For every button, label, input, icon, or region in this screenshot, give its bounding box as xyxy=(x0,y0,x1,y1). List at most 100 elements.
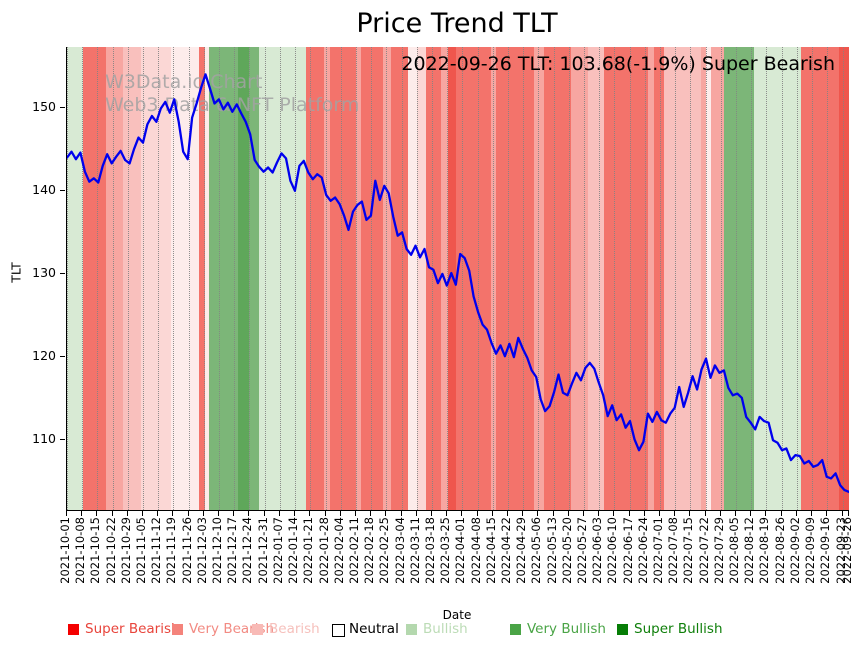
sentiment-band-bearish xyxy=(570,47,588,510)
x-tick-label: 2022-05-06 xyxy=(529,517,544,584)
gridline xyxy=(264,47,266,510)
legend-swatch xyxy=(406,624,417,635)
x-tick-label: 2021-10-29 xyxy=(118,517,133,584)
gridline xyxy=(842,47,844,510)
x-tick-mark xyxy=(278,511,280,516)
sentiment-band-very_bullish xyxy=(249,47,260,510)
x-tick-label: 2021-12-24 xyxy=(240,517,255,584)
price-line xyxy=(67,73,849,494)
x-tick-mark xyxy=(111,511,113,516)
y-tick-label: 130 xyxy=(32,265,56,281)
x-tick-mark xyxy=(400,511,402,516)
x-tick-label: 2021-12-31 xyxy=(255,517,270,584)
sentiment-band-very_bearish xyxy=(604,47,648,510)
x-tick-label: 2022-02-04 xyxy=(331,517,346,584)
x-tick-label: 2022-02-18 xyxy=(362,517,377,584)
sentiment-band-bearish xyxy=(711,47,724,510)
x-tick-label: 2021-11-26 xyxy=(179,517,194,584)
sentiment-band-very_bullish xyxy=(723,47,755,510)
x-tick-mark xyxy=(385,511,387,516)
x-tick-label: 2022-09-02 xyxy=(787,517,802,584)
gridline xyxy=(675,47,677,510)
x-tick-label: 2022-03-04 xyxy=(392,517,407,584)
x-tick-label: 2022-08-05 xyxy=(727,517,742,584)
x-tick-mark xyxy=(370,511,372,516)
x-tick-label: 2022-05-13 xyxy=(544,517,559,584)
x-tick-label: 2022-07-08 xyxy=(666,517,681,584)
x-tick-label: 2022-01-28 xyxy=(316,517,331,584)
gridline xyxy=(401,47,403,510)
gridline xyxy=(371,47,373,510)
gridline xyxy=(523,47,525,510)
legend-swatch xyxy=(617,624,628,635)
x-tick-label: 2022-01-14 xyxy=(286,517,301,584)
gridline xyxy=(766,47,768,510)
x-tick-label: 2022-07-01 xyxy=(650,517,665,584)
x-tick-mark xyxy=(848,511,849,516)
gridline xyxy=(583,47,585,510)
gridline xyxy=(127,47,129,510)
x-tick-mark xyxy=(248,511,250,516)
gridline xyxy=(812,47,814,510)
sentiment-band-very_bearish xyxy=(654,47,664,510)
x-tick-mark xyxy=(658,511,660,516)
x-tick-mark xyxy=(354,511,356,516)
x-tick-label: 2022-09-26 xyxy=(840,517,854,584)
sentiment-bands xyxy=(67,47,849,510)
gridline xyxy=(751,47,753,510)
gridline xyxy=(781,47,783,510)
x-tick-mark xyxy=(613,511,615,516)
x-tick-mark xyxy=(415,511,417,516)
x-tick-mark xyxy=(126,511,128,516)
x-axis-label: Date xyxy=(442,608,472,622)
x-tick-mark xyxy=(294,511,296,516)
y-tick-mark xyxy=(60,439,65,441)
x-tick-mark xyxy=(339,511,341,516)
gridline xyxy=(188,47,190,510)
x-tick-label: 2022-03-18 xyxy=(422,517,437,584)
y-tick-mark xyxy=(60,356,65,358)
y-tick-mark xyxy=(60,273,65,275)
gridline xyxy=(279,47,281,510)
x-tick-mark xyxy=(552,511,554,516)
x-tick-label: 2022-06-24 xyxy=(635,517,650,584)
x-tick-mark xyxy=(81,511,83,516)
x-tick-mark xyxy=(704,511,706,516)
gridline xyxy=(234,47,236,510)
gridline xyxy=(553,47,555,510)
sentiment-band-very_bearish xyxy=(390,47,408,510)
gridline xyxy=(325,47,327,510)
sentiment-band-super_bearish xyxy=(447,47,456,510)
gridline xyxy=(219,47,221,510)
gridline xyxy=(67,47,68,510)
x-tick-mark xyxy=(841,511,843,516)
x-tick-label: 2021-11-05 xyxy=(134,517,148,584)
gridline xyxy=(477,47,479,510)
sentiment-band-bearish_pale xyxy=(204,47,210,510)
sentiment-band-very_bearish xyxy=(425,47,441,510)
legend: Super Bearish Very Bearish Bearish Neutral B… xyxy=(0,620,860,644)
sentiment-band-super_bearish xyxy=(838,47,849,510)
gridline xyxy=(203,47,205,510)
x-tick-mark xyxy=(172,511,174,516)
gridline xyxy=(629,47,631,510)
gridline xyxy=(659,47,661,510)
sentiment-band-very_bearish xyxy=(82,47,107,510)
x-tick-mark xyxy=(157,511,159,516)
y-tick-label: 150 xyxy=(32,98,56,114)
x-tick-label: 2021-10-08 xyxy=(73,517,88,584)
x-tick-label: 2022-01-21 xyxy=(301,517,316,584)
gridline xyxy=(827,47,829,510)
y-tick-label: 110 xyxy=(32,431,56,447)
gridline xyxy=(355,47,357,510)
gridline xyxy=(97,47,99,510)
x-tick-mark xyxy=(811,511,813,516)
sentiment-band-bearish xyxy=(701,47,706,510)
x-tick-label: 2022-07-29 xyxy=(711,517,726,584)
gridline xyxy=(143,47,144,510)
x-tick-mark xyxy=(765,511,767,516)
gridline xyxy=(173,47,175,510)
x-tick-label: 2021-12-10 xyxy=(210,517,225,584)
legend-swatch xyxy=(332,624,345,637)
